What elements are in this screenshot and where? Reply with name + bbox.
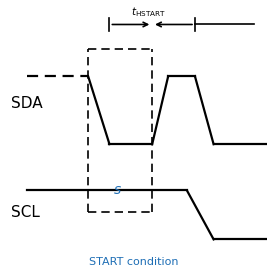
Text: SDA: SDA bbox=[11, 96, 42, 111]
Text: START condition: START condition bbox=[89, 256, 178, 267]
Text: s: s bbox=[114, 183, 121, 197]
Text: SCL: SCL bbox=[11, 205, 40, 220]
Text: $t_{\mathrm{HSTART}}$: $t_{\mathrm{HSTART}}$ bbox=[131, 5, 166, 19]
